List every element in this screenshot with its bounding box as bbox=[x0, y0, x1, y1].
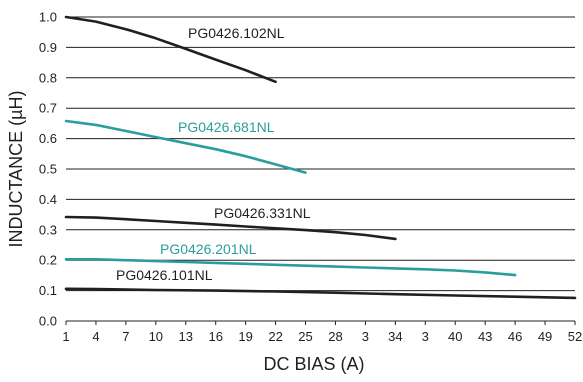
x-tick-label: 4 bbox=[92, 329, 99, 344]
x-tick-label: 40 bbox=[448, 329, 462, 344]
series-labels: PG0426.102NL PG0426.681NL PG0426.331NL PG04… bbox=[116, 25, 311, 283]
series-label-pg0426-102nl: PG0426.102NL bbox=[188, 25, 285, 41]
series-label-pg0426-331nl: PG0426.331NL bbox=[214, 205, 311, 221]
series-line-pg0426-331nl bbox=[64, 215, 397, 241]
y-tick-label: 1.0 bbox=[39, 10, 57, 25]
series-label-pg0426-101nl: PG0426.101NL bbox=[116, 267, 213, 283]
series-label-pg0426-201nl: PG0426.201NL bbox=[160, 241, 257, 257]
x-tick-label: 10 bbox=[149, 329, 163, 344]
x-tick-label: 3 bbox=[362, 329, 369, 344]
x-tick-marks bbox=[65, 321, 576, 325]
x-tick-label: 22 bbox=[268, 329, 282, 344]
y-tick-label: 0.3 bbox=[39, 222, 57, 237]
y-tick-label: 0.1 bbox=[39, 283, 57, 298]
x-tick-label: 25 bbox=[298, 329, 312, 344]
y-tick-label: 0.0 bbox=[39, 314, 57, 329]
y-tick-label: 0.6 bbox=[39, 131, 57, 146]
series-line-pg0426-201nl bbox=[64, 258, 517, 277]
series-line-pg0426-101nl bbox=[64, 287, 577, 300]
y-tick-label: 0.4 bbox=[39, 192, 57, 207]
x-tick-label: 16 bbox=[208, 329, 222, 344]
series-label-pg0426-681nl: PG0426.681NL bbox=[178, 119, 275, 135]
x-tick-label: 28 bbox=[328, 329, 342, 344]
series-line-pg0426-102nl bbox=[64, 15, 277, 84]
x-tick-label: 3 bbox=[422, 329, 429, 344]
y-tick-label: 0.5 bbox=[39, 162, 57, 177]
x-tick-label: 13 bbox=[179, 329, 193, 344]
x-tick-label: 19 bbox=[238, 329, 252, 344]
x-axis-title: DC BIAS (A) bbox=[263, 354, 364, 374]
x-tick-labels: 1 4 7 10 13 16 19 22 25 28 3 34 3 40 43 46 49 52 bbox=[62, 329, 582, 344]
x-tick-label: 49 bbox=[538, 329, 552, 344]
x-tick-label: 46 bbox=[508, 329, 522, 344]
x-tick-label: 34 bbox=[388, 329, 402, 344]
x-tick-label: 1 bbox=[62, 329, 69, 344]
y-tick-label: 0.8 bbox=[39, 70, 57, 85]
x-tick-label: 43 bbox=[478, 329, 492, 344]
series-line-pg0426-681nl bbox=[64, 119, 307, 174]
y-tick-label: 0.7 bbox=[39, 101, 57, 116]
y-tick-label: 0.2 bbox=[39, 253, 57, 268]
y-axis-title: INDUCTANCE (µH) bbox=[6, 90, 26, 247]
y-tick-labels: 0.0 0.1 0.2 0.3 0.4 0.5 0.6 0.7 0.8 0.9 1.0 bbox=[39, 10, 57, 329]
x-tick-label: 7 bbox=[122, 329, 129, 344]
y-tick-label: 0.9 bbox=[39, 40, 57, 55]
series-lines bbox=[64, 15, 577, 300]
x-tick-label: 52 bbox=[568, 329, 582, 344]
